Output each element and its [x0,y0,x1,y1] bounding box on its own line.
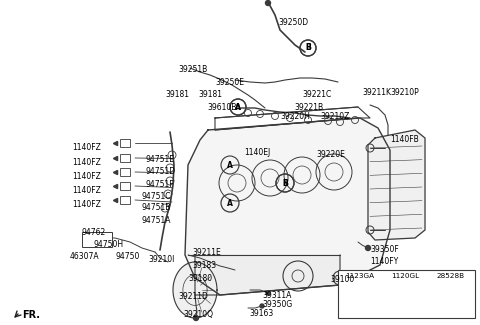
Polygon shape [195,255,340,295]
Text: A: A [235,102,241,111]
Text: 39350G: 39350G [262,300,292,309]
Text: 94751B: 94751B [142,203,171,212]
Bar [120,196,130,204]
Text: 39311A: 39311A [262,291,291,300]
Text: 39220E: 39220E [316,150,345,159]
Text: A: A [227,161,233,170]
Text: 94751A: 94751A [142,216,171,225]
Text: 39183: 39183 [192,261,216,270]
Text: 39211K: 39211K [362,88,391,97]
Text: 39163: 39163 [249,309,273,318]
Text: 39211D: 39211D [178,292,208,301]
Text: B: B [282,178,288,188]
Text: 1140FY: 1140FY [370,257,398,266]
Text: 28528B: 28528B [437,273,465,279]
Text: 39220H: 39220H [280,112,310,121]
Text: 1123GA: 1123GA [346,273,374,279]
Text: FR.: FR. [22,310,40,320]
Text: 39610B: 39610B [207,103,236,112]
Text: A: A [227,199,233,207]
Bar [120,154,130,162]
Text: 1140FZ: 1140FZ [72,200,101,209]
Text: 39181: 39181 [165,90,189,99]
Text: 1140FZ: 1140FZ [72,158,101,167]
Text: 46307A: 46307A [70,252,100,261]
Text: 94751D: 94751D [146,167,176,176]
Polygon shape [185,118,390,295]
Circle shape [365,245,371,251]
Text: 1140EJ: 1140EJ [244,148,270,157]
Text: B: B [305,44,311,53]
Text: B: B [305,44,311,53]
Polygon shape [173,262,217,318]
Circle shape [193,316,199,320]
Text: 94762: 94762 [82,228,106,237]
Text: 39210I: 39210I [148,255,174,264]
Text: 94751C: 94751C [142,192,171,201]
Text: 39210Q: 39210Q [183,310,213,319]
Text: 39221C: 39221C [302,90,331,99]
Circle shape [266,291,270,295]
Text: 1140FZ: 1140FZ [72,172,101,181]
Text: 39250D: 39250D [278,18,308,27]
Text: 94751F: 94751F [146,180,175,189]
Text: 1140FZ: 1140FZ [72,186,101,195]
Text: 39210Z: 39210Z [320,112,349,121]
Bar [120,168,130,176]
Text: B: B [282,178,288,188]
Text: 1120GL: 1120GL [391,273,419,279]
Polygon shape [368,130,425,240]
Bar [338,270,475,318]
Bar [120,139,130,147]
Text: 1140FB: 1140FB [390,135,419,144]
Text: 39181: 39181 [198,90,222,99]
Text: 39221B: 39221B [294,103,323,112]
Text: A: A [235,102,241,111]
Text: 1140FZ: 1140FZ [72,143,101,152]
Bar [120,182,130,190]
Text: 39251B: 39251B [178,65,207,74]
Bar [82,232,112,247]
Text: 39211E: 39211E [192,248,221,257]
Text: 94750: 94750 [115,252,139,261]
Text: 39180: 39180 [188,274,212,283]
Circle shape [260,304,264,308]
Circle shape [265,1,271,6]
Text: 39250E: 39250E [215,78,244,87]
Text: 94750H: 94750H [93,240,123,249]
Text: 39350F: 39350F [370,245,399,254]
Text: 94751E: 94751E [146,155,175,164]
Text: 39100: 39100 [330,275,354,284]
Text: 39210P: 39210P [390,88,419,97]
